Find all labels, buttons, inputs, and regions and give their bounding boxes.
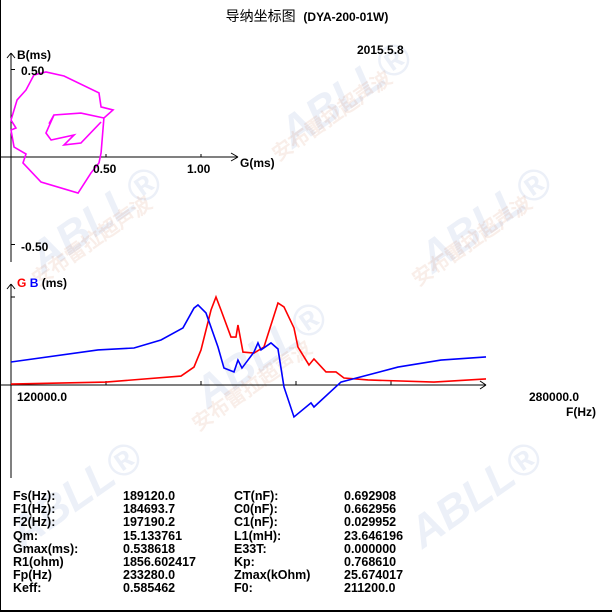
param-label: L1(mH): — [234, 528, 282, 543]
y-axis-label: G B (ms) — [17, 276, 67, 290]
param-value: 1856.602417 — [123, 555, 196, 570]
x-axis-arrow — [230, 152, 239, 158]
param-row: Gmax(ms): 0.538618 E33T: 0.000000 — [13, 541, 454, 556]
param-value: 184693.7 — [123, 502, 176, 517]
title-text: 导纳坐标图 — [225, 8, 296, 24]
x-axis-label: G(ms) — [240, 156, 275, 170]
x-axis-arrow — [479, 380, 487, 386]
param-row: Keff: 0.585462 F0: 211200.0 — [13, 582, 454, 595]
param-value: 197190.2 — [123, 515, 176, 530]
param-label: Fs(Hz): — [13, 489, 56, 503]
y-axis-label: B(ms) — [17, 48, 52, 62]
param-label: F2(Hz): — [13, 515, 56, 530]
y-tick-label: 0.50 — [21, 64, 45, 78]
param-row: Qm: 15.133761 L1(mH): 23.646196 — [13, 528, 454, 543]
date-label: 2015.5.8 — [357, 43, 404, 57]
x-tick-label: 0.50 — [93, 162, 117, 176]
chart-title: 导纳坐标图 (DYA-200-01W) — [1, 6, 612, 26]
y-tick-label: -0.50 — [21, 240, 49, 254]
param-label: Qm: — [13, 528, 38, 543]
param-label: Kp: — [234, 555, 255, 570]
param-label: E33T: — [234, 541, 267, 556]
x-axis-arrow — [230, 156, 239, 162]
y-axis-arrow — [6, 283, 12, 290]
admittance-curve — [48, 114, 55, 125]
param-row: Fs(Hz): 189120.0 CT(nF): 0.692908 — [13, 489, 454, 503]
param-label: Keff: — [13, 581, 42, 596]
series-G-line — [10, 294, 487, 385]
x-tick-label: 1.00 — [187, 162, 211, 176]
param-label: CT(nF): — [234, 489, 279, 503]
param-label: F0: — [234, 581, 253, 596]
param-value: 233280.0 — [123, 568, 176, 583]
param-value: 189120.0 — [123, 489, 176, 503]
x-axis-arrow — [479, 384, 487, 390]
y-axis-arrow — [10, 52, 16, 59]
param-value: 0.000000 — [344, 541, 397, 556]
param-label: Gmax(ms): — [13, 541, 79, 556]
param-value: 0.662956 — [344, 502, 397, 517]
legend-b: B — [29, 276, 39, 290]
param-label: R1(ohm) — [13, 555, 64, 570]
model-text: (DYA-200-01W) — [303, 10, 389, 24]
param-value: 23.646196 — [344, 528, 404, 543]
legend-g: G — [17, 276, 27, 290]
param-value: 0.585462 — [123, 581, 176, 596]
param-row: F2(Hz): 197190.2 C1(nF): 0.029952 — [13, 516, 454, 529]
param-label: F1(Hz): — [13, 502, 56, 517]
y-axis-arrow — [6, 52, 12, 59]
param-value: 0.768610 — [344, 555, 397, 570]
series-B-line — [10, 303, 487, 419]
param-label: Fp(Hz) — [13, 568, 52, 583]
param-label: C1(nF): — [234, 515, 278, 530]
param-value: 25.674017 — [344, 568, 404, 583]
admittance-curve — [10, 71, 115, 194]
admittance-curve — [45, 112, 105, 146]
param-value: 0.538618 — [123, 541, 176, 556]
param-label: Zmax(kOhm) — [234, 568, 311, 583]
x-tick-label: 120000.0 — [17, 390, 68, 404]
x-axis-label: F(Hz) — [566, 405, 596, 419]
param-value: 0.029952 — [344, 515, 397, 530]
x-tick-label: 280000.0 — [529, 390, 580, 404]
param-row: Fp(Hz) 233280.0 Zmax(kOhm) 25.674017 — [13, 569, 454, 582]
param-value: 15.133761 — [123, 528, 183, 543]
param-label: C0(nF): — [234, 502, 278, 517]
param-value: 0.692908 — [344, 489, 397, 503]
parameter-table: Fs(Hz): 189120.0 CT(nF): 0.692908 F1(Hz): 184… — [13, 489, 454, 596]
y-axis-arrow — [10, 283, 16, 290]
unit-label: (ms) — [41, 276, 68, 290]
param-row: F1(Hz): 184693.7 C0(nF): 0.662956 — [13, 503, 454, 516]
param-value: 211200.0 — [344, 581, 396, 596]
param-row: R1(ohm) 1856.602417 Kp: 0.768610 — [13, 555, 454, 570]
